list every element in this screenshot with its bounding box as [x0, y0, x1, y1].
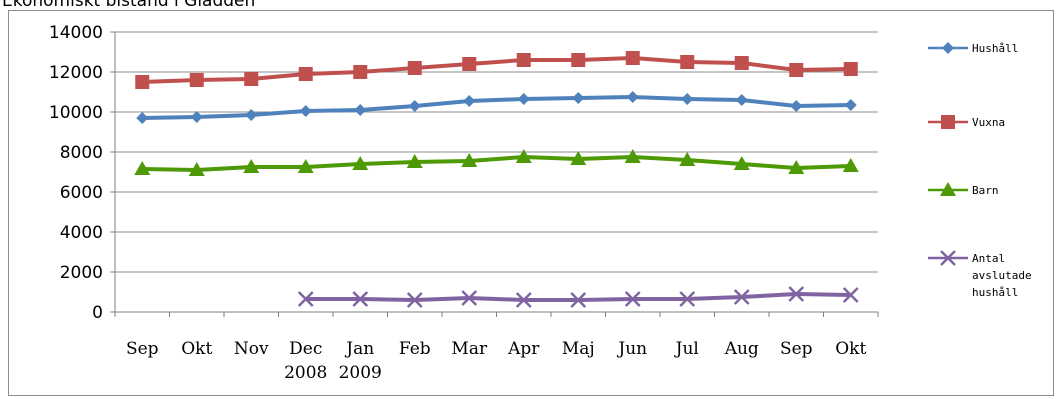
data-point: [624, 291, 641, 307]
x-tick-label: Aug: [724, 339, 759, 359]
legend-marker: [940, 250, 956, 266]
data-point: [134, 161, 151, 175]
data-point: [679, 291, 696, 307]
series-line: [142, 155, 851, 172]
legend-label: hushåll: [972, 286, 1018, 299]
x-tick-label: Jan: [344, 339, 374, 359]
x-tick-label: Feb: [399, 339, 431, 359]
data-point: [352, 291, 369, 307]
data-point: [190, 111, 203, 123]
data-point: [406, 154, 423, 168]
data-point: [407, 61, 422, 75]
x-tick-label: Sep: [126, 339, 159, 359]
data-point: [135, 75, 150, 89]
y-tick-label: 4000: [60, 223, 103, 243]
y-tick-label: 2000: [60, 263, 103, 283]
legend-label: Vuxna: [972, 116, 1005, 129]
data-point: [624, 149, 641, 163]
data-point: [298, 67, 313, 81]
data-point: [299, 105, 312, 117]
data-point: [788, 286, 805, 302]
data-point: [297, 159, 314, 173]
data-point: [462, 57, 477, 71]
data-point: [789, 63, 804, 77]
data-point: [679, 152, 696, 166]
data-point: [733, 156, 750, 170]
data-point: [297, 291, 314, 307]
page-title: Ekonomiskt bistånd i Gladden: [2, 0, 256, 11]
legend-marker: [940, 182, 956, 196]
data-point: [572, 92, 585, 104]
x-tick-label: 2008: [284, 363, 327, 383]
legend-label: avslutade: [972, 269, 1032, 282]
data-point: [461, 290, 478, 306]
data-point: [680, 55, 695, 69]
data-point: [353, 65, 368, 79]
series-line: [142, 95, 851, 120]
data-point: [406, 292, 423, 308]
data-point: [843, 62, 858, 76]
data-point: [570, 292, 587, 308]
x-tick-label: Mar: [451, 339, 488, 359]
x-tick-label: 2009: [339, 363, 382, 383]
legend-marker: [942, 42, 954, 54]
data-point: [570, 151, 587, 165]
data-point: [188, 162, 205, 176]
data-point: [408, 100, 421, 112]
data-point: [844, 99, 857, 111]
chart-frame: [8, 10, 1054, 396]
data-point: [245, 109, 258, 121]
data-point: [517, 93, 530, 105]
data-point: [734, 56, 749, 70]
data-point: [515, 292, 532, 308]
data-point: [244, 72, 259, 86]
x-tick-label: Okt: [181, 339, 212, 359]
y-tick-label: 6000: [60, 183, 103, 203]
x-tick-label: Jul: [674, 339, 699, 359]
series-line: [142, 56, 851, 84]
data-point: [354, 104, 367, 116]
data-point: [571, 53, 586, 67]
data-point: [461, 153, 478, 167]
data-point: [842, 158, 859, 172]
data-point: [463, 95, 476, 107]
legend-label: Barn: [972, 184, 999, 197]
x-tick-label: Nov: [234, 339, 269, 359]
x-tick-label: Sep: [780, 339, 813, 359]
legend-label: Antal: [972, 252, 1005, 265]
x-tick-label: Okt: [835, 339, 866, 359]
data-point: [243, 159, 260, 173]
y-tick-label: 14000: [49, 23, 103, 43]
x-tick-label: Apr: [507, 339, 540, 359]
data-point: [515, 149, 532, 163]
data-point: [790, 100, 803, 112]
data-point: [625, 51, 640, 65]
data-point: [352, 156, 369, 170]
data-point: [733, 289, 750, 305]
y-tick-label: 0: [92, 303, 103, 323]
x-tick-label: Jun: [616, 339, 647, 359]
data-point: [136, 112, 149, 124]
x-tick-label: Dec: [289, 339, 322, 359]
y-tick-label: 8000: [60, 143, 103, 163]
y-tick-label: 10000: [49, 103, 103, 123]
x-tick-label: Maj: [562, 339, 595, 359]
data-point: [842, 287, 859, 303]
legend-marker: [941, 115, 955, 129]
data-point: [189, 73, 204, 87]
y-tick-label: 12000: [49, 63, 103, 83]
data-point: [516, 53, 531, 67]
data-point: [681, 93, 694, 105]
data-point: [788, 160, 805, 174]
data-point: [626, 91, 639, 103]
data-point: [735, 94, 748, 106]
legend-label: Hushåll: [972, 42, 1018, 55]
